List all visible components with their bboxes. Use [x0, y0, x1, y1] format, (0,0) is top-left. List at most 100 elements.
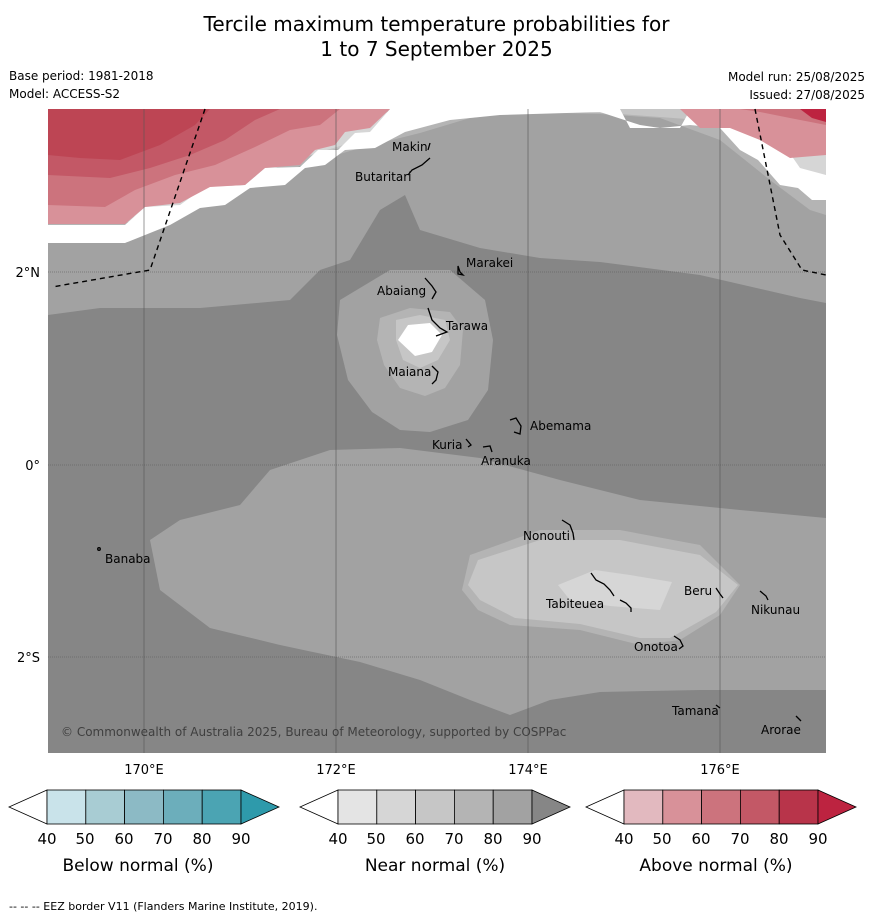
place-label-kuria: Kuria — [432, 438, 463, 452]
colorbar-below-swatches — [8, 789, 280, 825]
below-normal-label: Below normal (%) — [63, 856, 214, 876]
island-onotoa — [673, 635, 684, 650]
place-label-beru: Beru — [684, 584, 712, 598]
below-tick-80: 80 — [192, 830, 211, 848]
island-kuria — [465, 438, 472, 448]
chart-title: Tercile maximum temperature probabilitie… — [0, 12, 873, 62]
colorbar-below-ticks: 40 50 60 70 80 90 — [37, 830, 250, 848]
near-normal-50-south-region — [558, 570, 672, 610]
issued-date: Issued: 27/08/2025 — [749, 88, 865, 102]
eez-footnote: -- -- -- EEZ border V11 (Flanders Marine… — [9, 900, 318, 913]
island-nikunau — [759, 590, 769, 601]
colorbar-near-swatches — [299, 789, 571, 825]
above-normal-80-nw-region — [48, 109, 210, 160]
island-makin — [427, 142, 431, 151]
colorbar-swatch — [201, 789, 242, 825]
colorbar-swatch — [662, 789, 703, 825]
near-normal-lt40-tarawa-region — [398, 323, 442, 356]
above-tick-90: 90 — [808, 830, 827, 848]
near-tick-90: 90 — [522, 830, 541, 848]
place-label-tabiteuea: Tabiteuea — [545, 597, 604, 611]
above-normal-label: Above normal (%) — [639, 856, 792, 876]
colorbar-swatch — [739, 789, 780, 825]
near-tick-40: 40 — [328, 830, 347, 848]
lat-tick-2n: 2°N — [16, 266, 41, 281]
below-tick-40: 40 — [37, 830, 56, 848]
colorbar-swatch — [778, 789, 819, 825]
island-outlines — [97, 142, 802, 722]
island-butaritari — [407, 157, 431, 176]
colorbar-swatch — [701, 789, 741, 825]
below-tick-90: 90 — [231, 830, 250, 848]
island-tarawa — [427, 307, 449, 337]
above-tick-50: 50 — [652, 830, 671, 848]
colorbar-over-triangle — [531, 789, 571, 825]
island-abaiang — [424, 277, 437, 300]
near-tick-60: 60 — [405, 830, 424, 848]
lon-tick-170e: 170°E — [124, 763, 164, 778]
place-label-nonouti: Nonouti — [523, 529, 570, 543]
place-label-makin: Makin — [392, 140, 428, 154]
colorbar-swatch — [337, 789, 378, 825]
near-tick-70: 70 — [444, 830, 463, 848]
place-label-aranuka: Aranuka — [481, 454, 531, 468]
title-line-1: Tercile maximum temperature probabilitie… — [203, 12, 670, 36]
near-normal-label: Near normal (%) — [365, 856, 505, 876]
colorbar-below-normal: 40 50 60 70 80 90 Below normal (%) — [8, 789, 280, 876]
below-tick-60: 60 — [114, 830, 133, 848]
colorbar-above-ticks: 40 50 60 70 80 90 — [614, 830, 827, 848]
eez-border-west — [51, 108, 206, 288]
colorbar-near-normal: 40 50 60 70 80 90 Near normal (%) — [299, 789, 571, 876]
place-label-nikunau: Nikunau — [751, 603, 800, 617]
island-aranuka — [482, 445, 493, 453]
lon-tick-174e: 174°E — [508, 763, 548, 778]
place-label-banaba: Banaba — [105, 552, 151, 566]
near-tick-50: 50 — [366, 830, 385, 848]
colorbar-swatch — [124, 789, 164, 825]
title-line-2: 1 to 7 September 2025 — [320, 37, 553, 61]
eez-border-east — [754, 108, 827, 276]
island-arorae — [795, 715, 802, 722]
place-label-marakei: Marakei — [466, 256, 513, 270]
colorbar-swatch — [453, 789, 494, 825]
below-tick-70: 70 — [153, 830, 172, 848]
above-tick-40: 40 — [614, 830, 633, 848]
place-label-onotoa: Onotoa — [634, 640, 678, 654]
colorbar-above-swatches — [585, 789, 857, 825]
colorbar-over-triangle — [240, 789, 280, 825]
colorbar-swatch — [415, 789, 455, 825]
island-nonouti — [561, 519, 575, 541]
above-tick-60: 60 — [691, 830, 710, 848]
above-tick-80: 80 — [769, 830, 788, 848]
island-tabiteuea-south — [619, 599, 632, 612]
forecast-map: Makin Butaritari Marakei Abaiang Tarawa … — [16, 108, 827, 778]
copyright-notice: © Commonwealth of Australia 2025, Bureau… — [61, 725, 566, 739]
base-period: Base period: 1981-2018 — [9, 69, 154, 83]
lon-tick-172e: 172°E — [316, 763, 356, 778]
above-normal-50-ne-region — [680, 109, 826, 158]
island-maiana — [431, 365, 439, 385]
lat-tick-2s: 2°S — [17, 651, 40, 666]
colorbar-swatch — [623, 789, 664, 825]
colorbar-under-triangle — [585, 789, 625, 825]
colorbar-swatch — [492, 789, 533, 825]
island-banaba — [97, 547, 101, 551]
place-label-arorae: Arorae — [761, 723, 801, 737]
probability-contours — [48, 109, 826, 753]
place-label-abaiang: Abaiang — [377, 284, 426, 298]
place-label-butaritari: Butaritari — [355, 170, 412, 184]
place-label-maiana: Maiana — [388, 365, 431, 379]
graticule — [48, 109, 826, 753]
colorbar-under-triangle — [299, 789, 339, 825]
colorbar-swatch — [162, 789, 203, 825]
island-marakei — [457, 265, 465, 277]
colorbar-swatch — [46, 789, 87, 825]
near-tick-80: 80 — [483, 830, 502, 848]
place-label-tamana: Tamana — [671, 704, 719, 718]
colorbar-swatch — [376, 789, 417, 825]
model-run: Model run: 25/08/2025 — [727, 70, 865, 84]
colorbar-under-triangle — [8, 789, 48, 825]
lon-tick-176e: 176°E — [700, 763, 740, 778]
model-name: Model: ACCESS-S2 — [9, 87, 121, 101]
place-label-abemama: Abemama — [530, 419, 591, 433]
